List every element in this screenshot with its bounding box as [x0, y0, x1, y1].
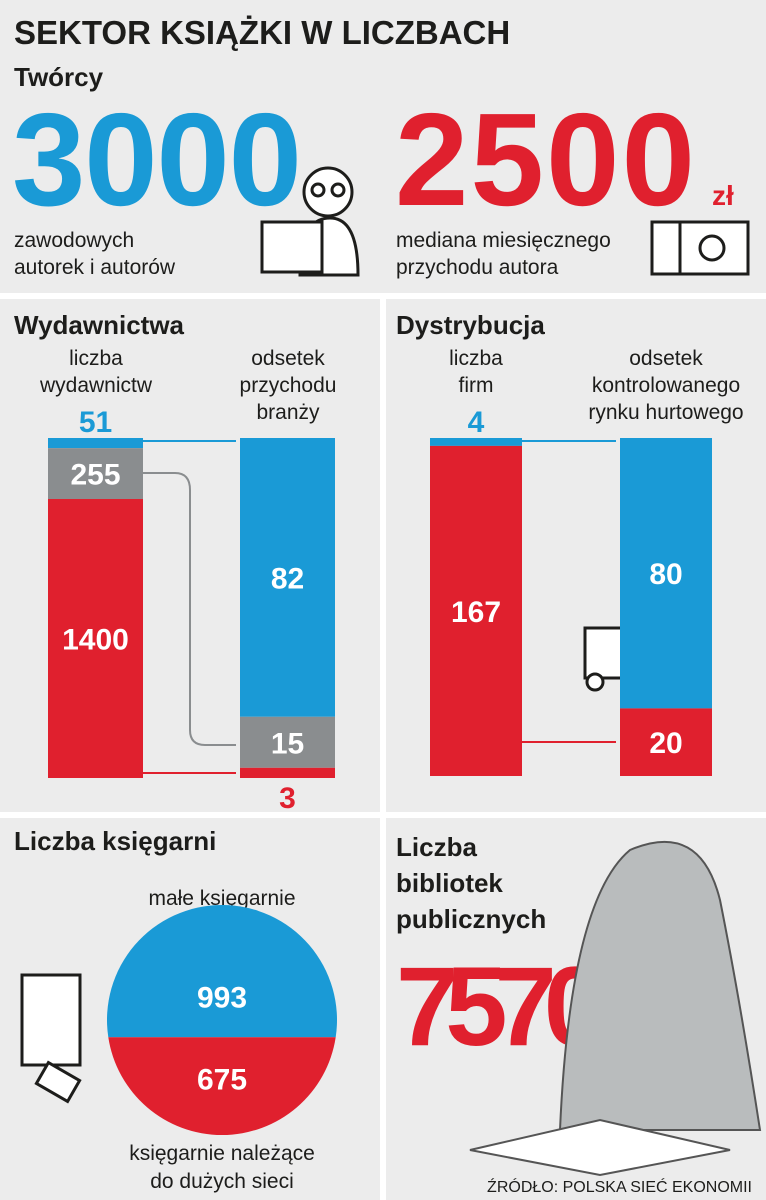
book-icon [20, 973, 82, 1104]
reader-illustration [469, 840, 762, 1177]
bar-segment [240, 716, 335, 768]
value-label: 675 [197, 1063, 247, 1096]
column-label: przychodu [240, 374, 337, 397]
heading: Twórcy [14, 62, 104, 92]
value-label: 167 [451, 596, 501, 629]
label: przychodu autora [396, 256, 559, 279]
bar-segment [620, 438, 712, 709]
value-label: 3 [279, 782, 296, 815]
column-label: rynku hurtowego [588, 401, 743, 424]
bar-segment [48, 438, 143, 449]
label: mediana miesięcznego [396, 229, 611, 252]
dividers [0, 293, 766, 1200]
small-bookstores [106, 904, 337, 1038]
value-label: 15 [271, 727, 304, 760]
column-label: liczba [449, 347, 503, 370]
heading: publicznych [396, 904, 546, 934]
big-number: 3000 [12, 86, 302, 233]
label: księgarnie należące [129, 1142, 315, 1165]
heading: Liczba [396, 832, 477, 862]
bar-segment [48, 448, 143, 499]
arrows [143, 440, 616, 774]
value-label: 4 [468, 406, 485, 439]
bar-segment [430, 445, 522, 776]
value-label: 82 [271, 562, 304, 595]
source: ŹRÓDŁO: POLSKA SIEĆ EKONOMII [487, 1177, 752, 1196]
bar-segment [240, 438, 335, 717]
label: autorek i autorów [14, 256, 176, 279]
author-icon [260, 166, 360, 277]
column-label: firm [459, 374, 494, 397]
value-label: 993 [197, 981, 247, 1014]
label: małe księgarnie [148, 887, 295, 910]
bar-segment [48, 498, 143, 778]
unit: zł [712, 180, 734, 211]
column-label: liczba [69, 347, 123, 370]
column-label: odsetek [251, 347, 325, 370]
value-label: 255 [70, 459, 120, 492]
value-label: 1400 [62, 623, 129, 656]
bar-segment [240, 767, 335, 778]
column-label: branży [256, 401, 320, 424]
heading: Liczba księgarni [14, 826, 216, 856]
money-icon [650, 220, 750, 276]
chain-bookstores [108, 1037, 336, 1135]
label: do dużych sieci [150, 1170, 294, 1193]
heading: Dystrybucja [396, 310, 545, 340]
column-label: wydawnictw [39, 374, 153, 397]
heading: Wydawnictwa [14, 310, 185, 340]
value-label: 20 [649, 727, 682, 760]
bar-segment [620, 708, 712, 776]
label: zawodowych [14, 229, 134, 252]
bar-segment [430, 438, 522, 446]
column-label: kontrolowanego [592, 374, 740, 397]
title: SEKTOR KSIĄŻKI W LICZBACH [14, 14, 510, 51]
value-label: 51 [79, 406, 112, 439]
heading: bibliotek [396, 868, 503, 898]
value-label: 80 [649, 558, 682, 591]
column-label: odsetek [629, 347, 703, 370]
